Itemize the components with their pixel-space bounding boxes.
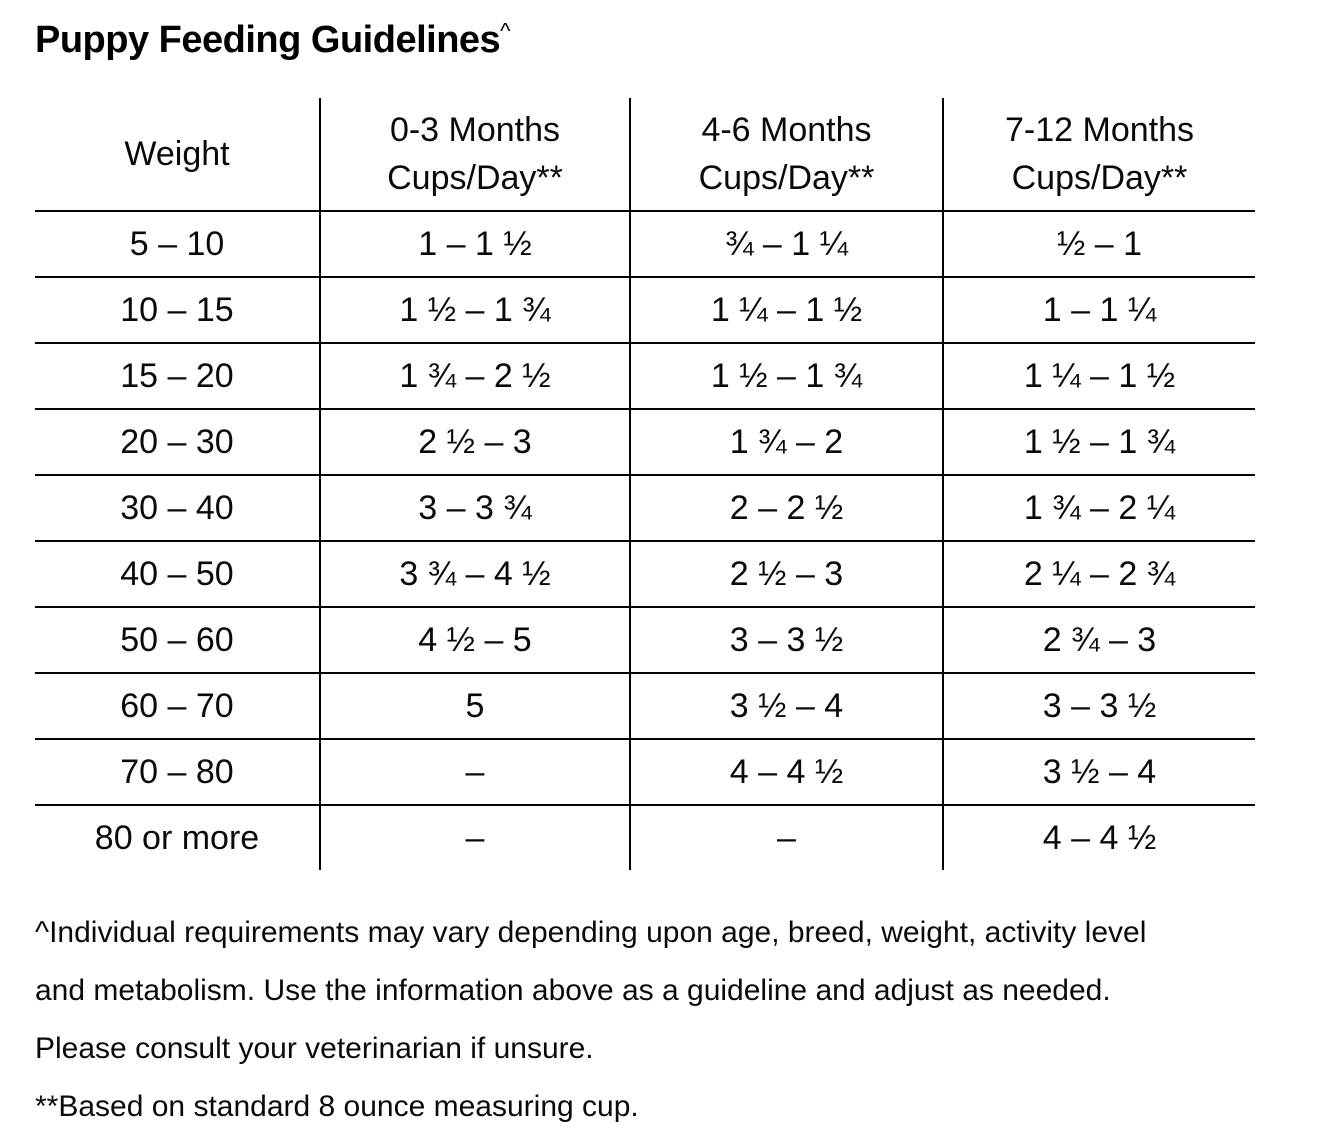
page-title-superscript: ^ xyxy=(500,18,510,44)
cups-4-6-cell: 1 ¾ – 2 xyxy=(629,409,943,476)
weight-cell: 80 or more xyxy=(94,818,260,857)
cups-7-12-cell: 1 ¾ – 2 ¼ xyxy=(942,475,1255,542)
column-header-sublabel: Cups/Day** xyxy=(387,159,563,197)
cups-4-6-cell: 1 ¼ – 1 ½ xyxy=(629,277,943,344)
cups-0-3-cell: – xyxy=(319,739,630,806)
cup-note: **Based on standard 8 ounce measuring cu… xyxy=(35,1090,639,1123)
column-header-months-0-3: 0-3 Months Cups/Day** xyxy=(319,98,630,212)
cups-4-6-cell: 3 – 3 ½ xyxy=(629,607,943,674)
cups-7-12-cell: 4 – 4 ½ xyxy=(942,805,1255,870)
cups-4-6-cell: – xyxy=(629,805,943,870)
column-header-label: 7-12 Months xyxy=(1005,111,1194,149)
table-row: 15 – 20 1 ¾ – 2 ½ 1 ½ – 1 ¾ 1 ¼ – 1 ½ xyxy=(35,343,1255,410)
column-header-label: Weight xyxy=(124,135,230,173)
weight-cell: 10 – 15 xyxy=(35,277,320,344)
cups-7-12-cell: ½ – 1 xyxy=(942,211,1255,278)
cups-7-12-cell: 1 ¼ – 1 ½ xyxy=(942,343,1255,410)
cups-0-3-cell: 3 ¾ – 4 ½ xyxy=(319,541,630,608)
table-header-row: Weight 0-3 Months Cups/Day** 4-6 Months … xyxy=(35,98,1255,212)
page-title: Puppy Feeding Guidelines^ xyxy=(35,16,1290,64)
cups-7-12-cell: 1 – 1 ¼ xyxy=(942,277,1255,344)
weight-cell: 40 – 50 xyxy=(35,541,320,608)
cups-7-12-cell: 1 ½ – 1 ¾ xyxy=(942,409,1255,476)
table-row: 80 or more – – 4 – 4 ½ xyxy=(35,805,1255,870)
column-header-weight: Weight xyxy=(35,98,320,212)
cups-0-3-cell: 1 ¾ – 2 ½ xyxy=(319,343,630,410)
individual-note-line: Please consult your veterinarian if unsu… xyxy=(35,1032,594,1065)
weight-cell: 30 – 40 xyxy=(35,475,320,542)
table-row: 40 – 50 3 ¾ – 4 ½ 2 ½ – 3 2 ¼ – 2 ¾ xyxy=(35,541,1255,608)
cups-0-3-cell: 3 – 3 ¾ xyxy=(319,475,630,542)
cups-7-12-cell: 3 ½ – 4 xyxy=(942,739,1255,806)
table-row: 5 – 10 1 – 1 ½ ¾ – 1 ¼ ½ – 1 xyxy=(35,211,1255,278)
page-title-text: Puppy Feeding Guidelines xyxy=(35,19,501,61)
weight-cell: 60 – 70 xyxy=(35,673,320,740)
cups-4-6-cell: ¾ – 1 ¼ xyxy=(629,211,943,278)
individual-note-line: ^Individual requirements may vary depend… xyxy=(35,916,1147,949)
footnotes: ^Individual requirements may vary depend… xyxy=(35,904,1290,1136)
table-row: 70 – 80 – 4 – 4 ½ 3 ½ – 4 xyxy=(35,739,1255,806)
table-row: 20 – 30 2 ½ – 3 1 ¾ – 2 1 ½ – 1 ¾ xyxy=(35,409,1255,476)
weight-cell: 70 – 80 xyxy=(35,739,320,806)
table-row: 10 – 15 1 ½ – 1 ¾ 1 ¼ – 1 ½ 1 – 1 ¼ xyxy=(35,277,1255,344)
weight-cell: 15 – 20 xyxy=(35,343,320,410)
column-header-months-4-6: 4-6 Months Cups/Day** xyxy=(629,98,943,212)
column-header-label: 0-3 Months xyxy=(389,111,561,149)
feeding-guidelines-table: Weight 0-3 Months Cups/Day** 4-6 Months … xyxy=(35,98,1255,870)
individual-note-line: and metabolism. Use the information abov… xyxy=(35,974,1111,1007)
cups-7-12-cell: 2 ¼ – 2 ¾ xyxy=(942,541,1255,608)
table-row: 50 – 60 4 ½ – 5 3 – 3 ½ 2 ¾ – 3 xyxy=(35,607,1255,674)
cups-4-6-cell: 1 ½ – 1 ¾ xyxy=(629,343,943,410)
cups-0-3-cell: 1 ½ – 1 ¾ xyxy=(319,277,630,344)
cups-4-6-cell: 3 ½ – 4 xyxy=(629,673,943,740)
table-row: 30 – 40 3 – 3 ¾ 2 – 2 ½ 1 ¾ – 2 ¼ xyxy=(35,475,1255,542)
cups-7-12-cell: 2 ¾ – 3 xyxy=(942,607,1255,674)
weight-cell: 5 – 10 xyxy=(35,211,320,278)
cups-0-3-cell: 4 ½ – 5 xyxy=(319,607,630,674)
cups-4-6-cell: 4 – 4 ½ xyxy=(629,739,943,806)
weight-cell: 20 – 30 xyxy=(35,409,320,476)
cups-0-3-cell: – xyxy=(319,805,630,870)
cups-7-12-cell: 3 – 3 ½ xyxy=(942,673,1255,740)
column-header-months-7-12: 7-12 Months Cups/Day** xyxy=(942,98,1255,212)
table-row: 60 – 70 5 3 ½ – 4 3 – 3 ½ xyxy=(35,673,1255,740)
weight-cell: 50 – 60 xyxy=(35,607,320,674)
cups-4-6-cell: 2 – 2 ½ xyxy=(629,475,943,542)
column-header-label: 4-6 Months xyxy=(701,111,872,149)
cups-0-3-cell: 1 – 1 ½ xyxy=(319,211,630,278)
column-header-sublabel: Cups/Day** xyxy=(698,159,875,197)
column-header-sublabel: Cups/Day** xyxy=(1011,159,1188,197)
cups-0-3-cell: 5 xyxy=(319,673,630,740)
cups-0-3-cell: 2 ½ – 3 xyxy=(319,409,630,476)
cups-4-6-cell: 2 ½ – 3 xyxy=(629,541,943,608)
